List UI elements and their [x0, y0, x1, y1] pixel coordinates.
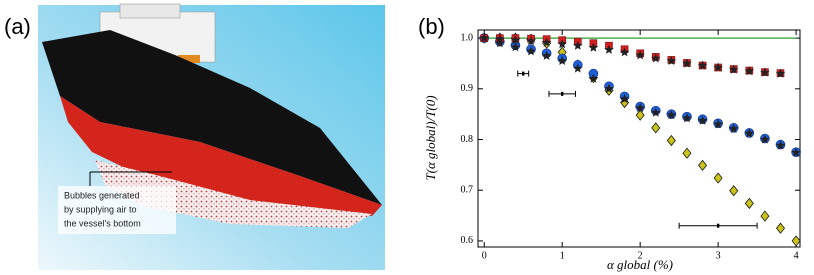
panel-label: (b) [418, 14, 445, 39]
star-marker [760, 134, 770, 144]
y-axis-label: T(α global)/T(0) [423, 95, 438, 180]
caption-line: Bubbles generated [64, 190, 140, 200]
star-marker [682, 58, 692, 68]
star-marker [604, 83, 614, 93]
y-tick-label: 0.9 [461, 83, 474, 94]
diamond-marker [682, 147, 692, 159]
star-marker [588, 73, 599, 83]
star-marker [557, 55, 567, 65]
diamond-marker [698, 159, 707, 171]
star-marker [573, 63, 583, 73]
y-tick-label: 0.6 [461, 235, 474, 246]
diamond-marker [791, 235, 801, 247]
panel-label: (a) [4, 14, 31, 39]
x-tick-label: 3 [716, 250, 721, 261]
diamond-marker [635, 109, 645, 121]
star-marker [526, 36, 536, 46]
star-marker [510, 42, 521, 52]
star-marker [541, 37, 552, 47]
star-marker [651, 53, 661, 63]
ship-illustration: Bubbles generated by supplying air to th… [38, 3, 385, 270]
star-marker [697, 115, 708, 125]
star-marker [775, 140, 786, 150]
star-marker [619, 47, 630, 57]
x-tick-label: 0 [482, 250, 487, 261]
y-tick-label: 1.0 [461, 32, 474, 43]
star-marker [713, 119, 723, 129]
star-marker [479, 33, 489, 43]
star-marker [495, 34, 505, 44]
plot-frame [477, 29, 801, 248]
star-marker [775, 68, 786, 78]
star-marker [573, 40, 583, 50]
star-marker [713, 62, 723, 72]
diamond-marker [744, 197, 754, 209]
diamond-marker [666, 134, 676, 147]
diamond-marker [776, 222, 785, 234]
star-marker [760, 67, 770, 77]
x-tick-label: 2 [638, 250, 643, 261]
star-marker [526, 46, 536, 56]
star-marker [651, 107, 661, 117]
diamond-marker [760, 210, 770, 222]
star-marker [557, 39, 567, 49]
caption-line: by supplying air to [64, 204, 137, 214]
star-marker [728, 64, 739, 74]
x-tick-label: 1 [560, 250, 565, 261]
diamond-marker [713, 172, 723, 184]
caption-line: the vessel's bottom [64, 218, 141, 228]
error-center [522, 71, 525, 76]
star-marker [495, 38, 505, 48]
star-marker [588, 42, 599, 52]
star-marker [666, 110, 677, 120]
star-marker [697, 60, 708, 70]
star-marker [744, 66, 755, 76]
y-tick-label: 0.7 [461, 185, 474, 196]
x-tick-label: 4 [794, 250, 799, 261]
star-marker [541, 50, 552, 60]
star-marker [635, 50, 645, 60]
y-tick-label: 0.8 [461, 134, 474, 145]
diamond-marker [729, 185, 739, 197]
star-marker [619, 93, 630, 103]
error-center [561, 91, 564, 96]
star-marker [604, 44, 614, 54]
star-marker [666, 55, 677, 65]
diamond-marker [651, 122, 661, 134]
star-marker [510, 35, 521, 45]
star-marker [635, 103, 645, 113]
error-center [716, 223, 720, 228]
star-marker [744, 128, 755, 138]
star-marker [791, 147, 801, 157]
star-marker [682, 113, 692, 123]
star-marker [728, 123, 739, 133]
x-axis-label: α global (%) [607, 257, 673, 272]
